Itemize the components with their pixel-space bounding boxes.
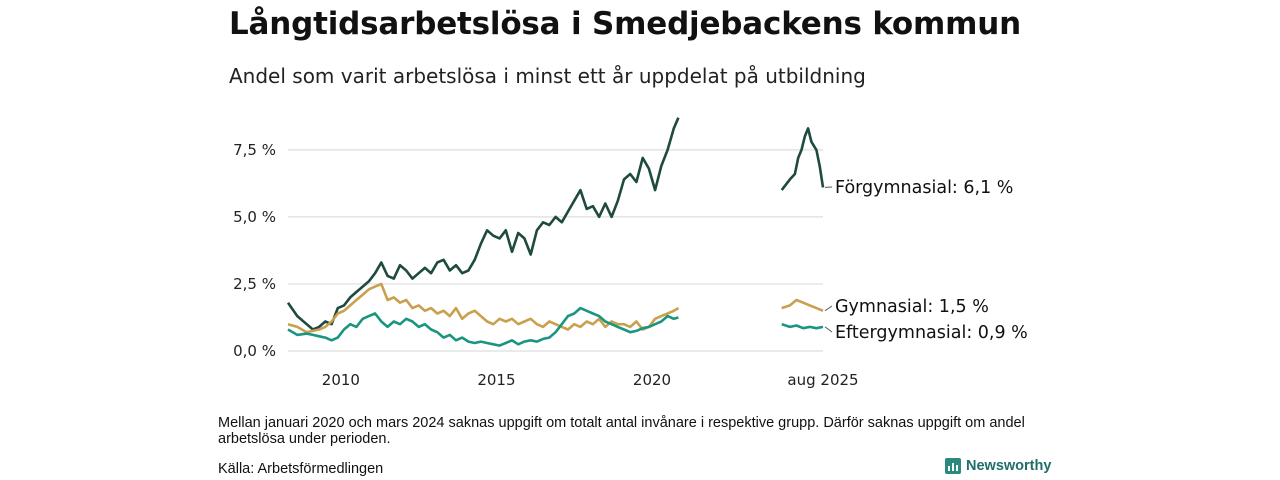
series-line-gymnasial <box>287 282 680 334</box>
end-label-connector <box>824 305 833 312</box>
footnote: Mellan januari 2020 och mars 2024 saknas… <box>218 415 1025 447</box>
line-chart: 0,0 % 2,5 % 5,0 % 7,5 % 2010 2015 2020 aug 202… <box>233 117 1028 389</box>
series-line-gymnasial <box>781 298 824 313</box>
newsworthy-logo: Newsworthy <box>945 458 1051 474</box>
end-label: Gymnasial: 1,5 % <box>835 297 989 317</box>
source-text: Källa: Arbetsförmedlingen <box>218 461 384 477</box>
chart-subtitle: Andel som varit arbetslösa i minst ett å… <box>229 64 866 88</box>
brand-name: Newsworthy <box>966 458 1052 474</box>
grid-lines <box>288 149 823 352</box>
x-tick-label: 2010 <box>322 371 360 389</box>
y-tick-label: 2,5 % <box>233 275 276 293</box>
chart-title: Långtidsarbetslösa i Smedjebackens kommu… <box>229 6 1021 42</box>
series-lines <box>286 117 825 347</box>
series-line-förgymnasial <box>780 127 825 191</box>
y-axis-ticks: 0,0 % 2,5 % 5,0 % 7,5 % <box>233 141 276 360</box>
end-labels: Förgymnasial: 6,1 % Gymnasial: 1,5 % Efter… <box>824 178 1028 343</box>
x-tick-label: 2020 <box>633 371 671 389</box>
y-tick-label: 5,0 % <box>233 208 276 226</box>
y-tick-label: 7,5 % <box>233 141 276 159</box>
end-label-connector <box>824 326 833 333</box>
end-label: Förgymnasial: 6,1 % <box>835 178 1013 198</box>
x-tick-label: 2015 <box>477 371 515 389</box>
y-tick-label: 0,0 % <box>233 342 276 360</box>
series-line-eftergymnasial <box>781 322 824 330</box>
x-axis-ticks: 2010 2015 2020 aug 2025 <box>322 371 859 389</box>
x-tick-label: aug 2025 <box>787 371 858 389</box>
series-line-förgymnasial <box>286 117 680 331</box>
newsworthy-icon <box>945 458 961 474</box>
end-label: Eftergymnasial: 0,9 % <box>835 323 1028 343</box>
series-line-eftergymnasial <box>287 306 679 347</box>
